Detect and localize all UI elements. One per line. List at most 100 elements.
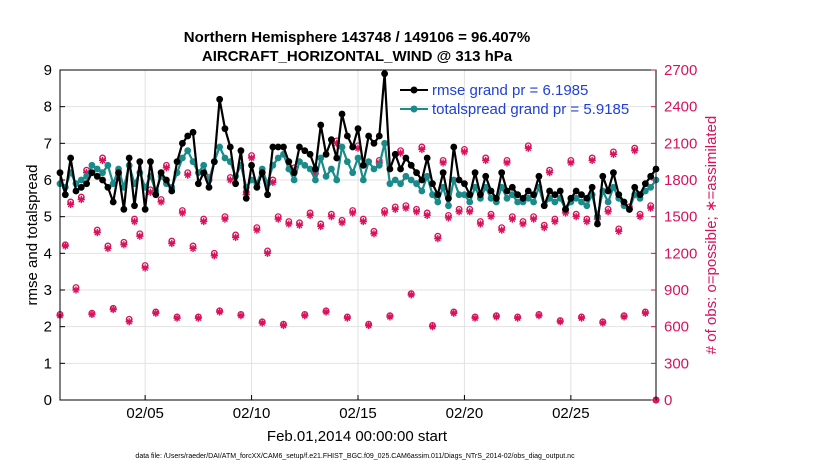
chart-title: Northern Hemisphere 143748 / 149106 = 96… (184, 29, 530, 46)
assimilated-obs-point (232, 233, 240, 242)
rmse-point (492, 194, 500, 202)
assimilated-obs-point (184, 171, 192, 179)
rmse-point (381, 70, 389, 78)
rmse-point (109, 198, 117, 206)
assimilated-obs-point (263, 249, 272, 257)
assimilated-obs-point (466, 208, 474, 216)
assimilated-obs-point (168, 239, 176, 248)
totalspread-point (99, 169, 106, 177)
assimilated-obs-point (370, 230, 378, 238)
rmse-point (354, 125, 362, 133)
rmse-point (461, 180, 468, 188)
assimilated-obs-point (514, 314, 522, 322)
totalspread-point (349, 169, 357, 177)
y-left-tick-label: 0 (44, 392, 52, 409)
rmse-point (519, 194, 527, 202)
assimilated-obs-point (503, 159, 511, 167)
legend-rmse-label: rmse grand pr = 6.1985 (432, 82, 588, 99)
x-tick-label: 02/05 (126, 405, 164, 422)
rmse-point (221, 125, 229, 133)
totalspread-point (274, 154, 282, 162)
assimilated-obs-point (359, 217, 367, 226)
y-right-tick-label: 2700 (664, 62, 697, 79)
rmse-point (370, 139, 378, 147)
rmse-point (391, 150, 399, 158)
assimilated-obs-point (583, 217, 591, 226)
totalspread-point (375, 161, 383, 169)
rmse-point (285, 158, 293, 166)
rmse-point (551, 191, 559, 199)
rmse-point (163, 176, 170, 184)
rmse-point (152, 191, 160, 199)
totalspread-point (333, 176, 341, 184)
assimilated-obs-point (269, 178, 277, 187)
y-left-tick-label: 6 (44, 172, 52, 189)
totalspread-point (381, 139, 389, 147)
rmse-point (418, 176, 426, 184)
assimilated-obs-point (152, 309, 160, 317)
rmse-point (242, 194, 250, 202)
rmse-point (290, 169, 298, 177)
totalspread-point (317, 154, 325, 162)
rmse-point (407, 161, 415, 169)
rmse-point (604, 187, 612, 195)
rmse-point (610, 169, 617, 177)
rmse-point (535, 172, 543, 180)
totalspread-point (322, 172, 330, 180)
rmse-point (572, 187, 580, 195)
rmse-point (503, 187, 511, 195)
assimilated-obs-point (588, 156, 596, 165)
assimilated-obs-point (434, 235, 442, 243)
rmse-point (194, 180, 202, 188)
assimilated-obs-point (301, 312, 309, 320)
rmse-point (131, 202, 138, 210)
totalspread-point (109, 180, 117, 188)
rmse-point (599, 172, 607, 180)
assimilated-obs-point (418, 145, 426, 154)
assimilated-obs-point (125, 318, 133, 326)
assimilated-obs-point (476, 220, 484, 228)
rmse-point (301, 147, 309, 155)
totalspread-point (524, 194, 532, 202)
assimilated-obs-point (567, 159, 575, 167)
assimilated-obs-point (556, 318, 564, 326)
rmse-point (482, 172, 490, 180)
totalspread-point (429, 191, 436, 199)
rmse-point (317, 121, 325, 129)
y-left-tick-label: 2 (44, 319, 52, 336)
y-right-tick-label: 1200 (664, 245, 697, 262)
rmse-point (397, 165, 404, 173)
rmse-point (253, 183, 261, 191)
assimilated-obs-point (178, 209, 186, 217)
totalspread-point (413, 180, 420, 188)
totalspread-point (93, 165, 101, 173)
assimilated-obs-point (423, 211, 431, 220)
assimilated-obs-point (343, 314, 351, 322)
totalspread-point (647, 183, 655, 191)
totalspread-point (386, 180, 394, 188)
assimilated-obs-point (210, 252, 218, 260)
rmse-point (620, 198, 628, 206)
assimilated-obs-point (253, 226, 261, 234)
assimilated-obs-point (386, 313, 394, 321)
y-right-tick-label: 300 (664, 355, 689, 372)
assimilated-obs-point (322, 308, 330, 316)
rmse-point (349, 143, 357, 151)
y-left-tick-label: 4 (44, 245, 52, 262)
assimilated-obs-point (365, 321, 373, 330)
rmse-point (141, 205, 149, 213)
data-file-footnote: data file: /Users/raeder/DAI/ATM_forcXX/… (135, 453, 575, 460)
legend-rmse-marker (410, 86, 418, 94)
assimilated-obs-point (306, 211, 314, 220)
assimilated-obs-point (98, 156, 107, 165)
totalspread-point (530, 198, 538, 206)
rmse-point (147, 158, 154, 166)
totalspread-point (572, 194, 580, 202)
rmse-point (189, 128, 197, 136)
assimilated-obs-point (104, 244, 112, 253)
rmse-point (631, 183, 639, 191)
rmse-point (594, 220, 601, 228)
rmse-point (93, 172, 101, 180)
totalspread-point (508, 191, 516, 199)
rmse-point (487, 187, 495, 195)
